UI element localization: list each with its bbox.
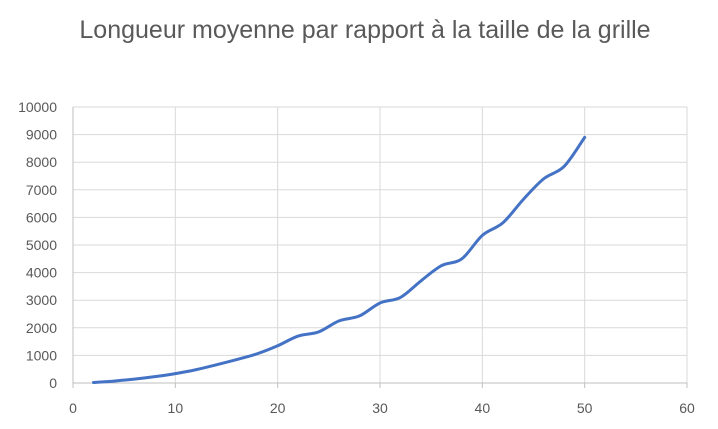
y-tick-label: 4000 (26, 265, 57, 281)
y-tick-label: 2000 (26, 320, 57, 336)
chart-title: Longueur moyenne par rapport à la taille… (79, 16, 651, 44)
axis-layer (72, 107, 688, 388)
y-tick-label: 7000 (26, 182, 57, 198)
y-tick-label: 5000 (26, 237, 57, 253)
x-tick-label: 50 (577, 400, 593, 416)
x-tick-label: 20 (270, 400, 286, 416)
series-layer (91, 135, 587, 384)
y-tick-label: 1000 (26, 347, 57, 363)
x-tick-label: 0 (69, 400, 77, 416)
y-tick-label: 8000 (26, 154, 57, 170)
y-tick-label: 10000 (18, 99, 57, 115)
y-tick-label: 0 (49, 375, 57, 391)
x-tick-label: 30 (372, 400, 388, 416)
x-tick-label: 40 (475, 400, 491, 416)
grid-layer (73, 106, 688, 383)
x-tick-label: 60 (679, 400, 695, 416)
tick-label-layer: 0 10 20 30 40 50 60 0 1000 2000 3000 4000 5000 6000 70… (18, 99, 695, 416)
y-tick-label: 9000 (26, 127, 57, 143)
y-tick-label: 3000 (26, 292, 57, 308)
y-tick-label: 6000 (26, 209, 57, 225)
series-line (91, 135, 587, 384)
x-tick-label: 10 (168, 400, 184, 416)
